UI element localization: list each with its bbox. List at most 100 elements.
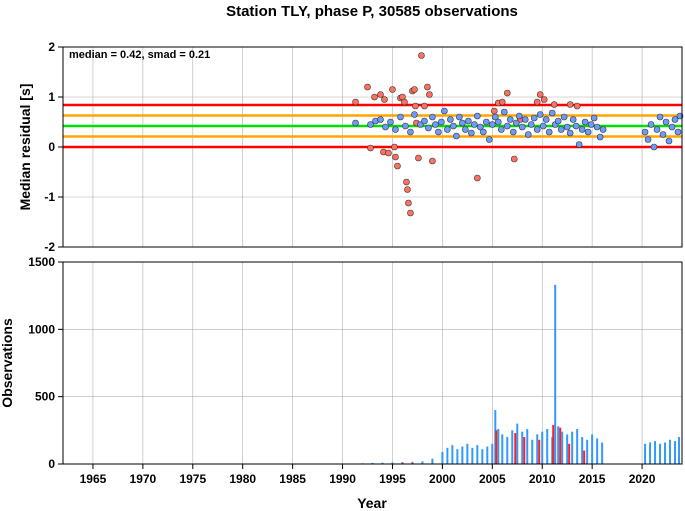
residual-point — [527, 121, 535, 128]
residual-point — [515, 112, 523, 120]
observation-bar — [456, 449, 459, 464]
residual-point — [540, 96, 548, 103]
residual-point — [462, 126, 469, 133]
residual-point — [411, 86, 418, 93]
observation-bar — [561, 431, 564, 464]
residual-point — [557, 126, 565, 133]
residual-point — [587, 121, 595, 128]
residual-point — [569, 116, 577, 123]
observation-bar — [596, 438, 599, 464]
observation-bar — [371, 462, 374, 464]
observation-bar — [391, 462, 394, 464]
observations-y-ticks: 0 500 1000 1500 — [28, 255, 63, 471]
observation-bar — [471, 447, 474, 464]
residual-point — [382, 123, 389, 131]
residual-point — [483, 118, 490, 126]
observation-bar — [401, 462, 404, 464]
x-tick-label: 1980 — [229, 472, 256, 486]
residual-point — [498, 98, 506, 106]
residual-point — [371, 93, 378, 101]
observation-bar — [591, 434, 594, 464]
y-tick-label: -1 — [44, 190, 55, 204]
residual-point — [411, 111, 418, 118]
residual-point — [435, 128, 442, 136]
observation-bar — [441, 451, 444, 464]
observation-bar — [421, 461, 424, 464]
residual-point — [389, 86, 396, 93]
residual-point — [563, 123, 571, 131]
observation-bar — [541, 431, 544, 464]
residual-point — [512, 119, 520, 127]
x-tick-label: 1985 — [279, 472, 306, 486]
residual-point — [367, 121, 374, 128]
residual-point — [392, 126, 399, 133]
residual-point — [650, 143, 658, 151]
residual-point — [392, 153, 399, 161]
observation-bar — [481, 449, 484, 464]
residual-point — [524, 131, 532, 138]
x-tick-label: 1995 — [379, 472, 406, 486]
residual-point — [510, 155, 518, 163]
residual-point — [550, 101, 558, 108]
residual-point — [599, 126, 607, 133]
residual-point — [441, 107, 448, 115]
residual-point — [468, 129, 475, 137]
residual-point — [444, 126, 451, 133]
observation-bar — [576, 428, 579, 464]
residual-point — [659, 131, 667, 138]
residual-point — [572, 122, 580, 130]
observation-bar — [446, 447, 449, 464]
stats-annotation: median = 0.42, smad = 0.21 — [69, 49, 210, 61]
residual-point — [489, 121, 496, 128]
observation-bar — [554, 284, 557, 464]
observations-y-axis-label: Observations — [0, 318, 15, 408]
residual-point — [407, 128, 414, 136]
residual-point — [653, 126, 661, 133]
residual-point — [447, 116, 454, 123]
residual-point — [397, 113, 404, 121]
residual-point — [456, 113, 463, 121]
observation-bar — [476, 445, 479, 464]
residual-point — [421, 117, 428, 125]
observation-bars — [351, 284, 681, 465]
residual-point — [465, 117, 472, 125]
residual-point — [545, 128, 553, 136]
residual-point — [536, 91, 544, 98]
residual-point — [381, 96, 388, 103]
residual-point — [548, 109, 556, 117]
observation-bar — [497, 428, 500, 464]
residual-point — [503, 89, 511, 97]
residual-point — [385, 149, 392, 157]
observation-bar — [516, 423, 519, 464]
observation-bar — [583, 450, 586, 464]
observation-bar — [514, 433, 517, 464]
residual-point — [474, 174, 481, 182]
observation-bar — [674, 441, 677, 464]
residual-point — [387, 118, 394, 126]
residual-point — [590, 114, 598, 122]
observation-bar — [531, 439, 534, 464]
observations-panel-border — [62, 261, 683, 465]
residual-point — [671, 116, 679, 123]
residual-point — [500, 108, 508, 116]
residual-point — [509, 128, 517, 136]
residual-point — [450, 122, 457, 130]
observation-bar — [411, 462, 414, 464]
residual-point — [418, 52, 425, 59]
x-tick-label: 1975 — [179, 472, 206, 486]
residual-point — [575, 141, 583, 148]
residual-point — [404, 186, 411, 193]
observation-bar — [431, 458, 434, 464]
residual-point — [401, 98, 408, 106]
residual-point — [421, 102, 428, 110]
observation-bar — [664, 442, 667, 464]
residual-point — [641, 128, 649, 136]
residual-y-axis-label: Median residual [s] — [17, 84, 33, 211]
observation-bar — [381, 462, 384, 464]
residual-point — [405, 199, 412, 207]
x-tick-label: 1970 — [130, 472, 157, 486]
residual-point — [542, 116, 550, 123]
residual-y-ticks: -2 -1 0 1 2 — [44, 40, 63, 254]
observations-panel-frame — [63, 262, 682, 464]
y-tick-label: 1 — [48, 90, 55, 104]
